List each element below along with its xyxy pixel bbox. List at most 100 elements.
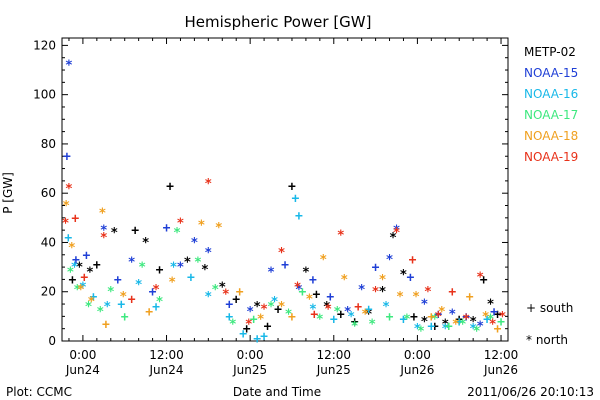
data-point: * — [361, 307, 369, 322]
data-point: + — [131, 224, 139, 239]
y-tick-label: 80 — [41, 137, 56, 151]
data-point: * — [246, 305, 254, 320]
data-point: * — [77, 283, 85, 298]
legend-item: NOAA-18 — [524, 129, 578, 143]
data-point: * — [245, 317, 253, 332]
data-point: + — [239, 327, 247, 342]
data-point: * — [170, 261, 178, 276]
data-point: + — [114, 273, 122, 288]
data-point: + — [149, 285, 157, 300]
data-point: + — [448, 285, 456, 300]
data-point: + — [490, 305, 498, 320]
data-point: * — [340, 273, 348, 288]
data-point: * — [107, 285, 115, 300]
data-point: + — [64, 231, 72, 246]
footer-timestamp: 2011/06/26 20:10:13 — [467, 385, 594, 399]
data-point: + — [152, 300, 160, 315]
data-point: + — [288, 310, 296, 325]
x-tick-time-label: 12:00 — [316, 348, 351, 362]
data-point: * — [309, 302, 317, 317]
data-point: * — [499, 310, 507, 325]
data-point: + — [337, 307, 345, 322]
series-noaa-15: +*+ +*+*++***+ ** +*++**+ **+*+ * +*+ — [63, 59, 498, 335]
data-point: * — [316, 312, 324, 327]
data-point: * — [66, 266, 74, 281]
scatter-points: +* * +* +*++* **++*+++*+* + + ****+ * + * + *+*++*+ +… — [62, 59, 507, 347]
data-point: + — [455, 315, 463, 330]
data-point: * — [62, 216, 70, 231]
data-point: * — [62, 199, 70, 214]
data-point: * — [487, 298, 495, 313]
data-point: * — [372, 285, 380, 300]
data-point: + — [434, 307, 442, 322]
data-point: * — [204, 177, 212, 192]
footer-credit: Plot: CCMC — [6, 385, 72, 399]
data-point: * — [462, 312, 470, 327]
data-point: * — [103, 300, 111, 315]
data-point: + — [410, 310, 418, 325]
data-point: + — [93, 258, 101, 273]
data-point: + — [431, 320, 439, 335]
y-tick-label: 60 — [41, 186, 56, 200]
data-point: * — [76, 261, 84, 276]
data-point: + — [386, 310, 394, 325]
data-point: * — [393, 226, 401, 241]
data-point: + — [400, 312, 408, 327]
data-point: + — [236, 285, 244, 300]
data-point: + — [264, 320, 272, 335]
data-point: * — [215, 221, 223, 236]
data-point: * — [295, 283, 303, 298]
data-point: * — [128, 256, 136, 271]
data-point: * — [393, 224, 401, 239]
y-axis: 0 20 40 60 80 100 120 — [33, 38, 508, 348]
legend-item: NOAA-16 — [524, 87, 578, 101]
legend-item: NOAA-17 — [524, 108, 578, 122]
data-point: * — [319, 253, 327, 268]
data-point: * — [65, 59, 73, 74]
data-point: + — [63, 150, 71, 165]
legend: METP-02 NOAA-15 NOAA-16 NOAA-17 NOAA-18 NOAA-… — [524, 45, 578, 164]
data-point: * — [344, 305, 352, 320]
data-point: * — [142, 236, 150, 251]
data-point: + — [156, 263, 164, 278]
data-point: + — [250, 312, 258, 327]
data-point: * — [382, 300, 390, 315]
data-point: * — [368, 317, 376, 332]
data-point: * — [452, 317, 460, 332]
data-point: + — [354, 300, 362, 315]
data-point: * — [85, 300, 93, 315]
data-point: * — [71, 261, 79, 276]
data-point: * — [204, 246, 212, 261]
data-point: * — [197, 219, 205, 234]
data-point: * — [403, 312, 411, 327]
data-point: * — [347, 310, 355, 325]
data-point: * — [218, 280, 226, 295]
data-point: * — [201, 263, 209, 278]
data-point: + — [409, 253, 417, 268]
data-point: * — [278, 300, 286, 315]
marker-legend-item: + south — [526, 301, 573, 315]
data-point: + — [480, 273, 488, 288]
data-point: * — [469, 315, 477, 330]
data-point: * — [135, 278, 143, 293]
data-point: * — [476, 320, 484, 335]
data-point: * — [337, 229, 345, 244]
data-point: * — [379, 285, 387, 300]
data-point: * — [100, 231, 108, 246]
data-point: * — [100, 224, 108, 239]
data-point: * — [358, 283, 366, 298]
data-point: * — [168, 275, 176, 290]
x-tick-time-label: 0:00 — [69, 348, 96, 362]
data-point: * — [434, 310, 442, 325]
series-noaa-18: *****+*+** *+**+****** *+ **+*+ — [62, 199, 501, 337]
marker-legend: + south * north — [526, 301, 573, 347]
series-metp-02: +* * +* +*++* **++*+++*+* + + ****+ * + * + *+*+ — [69, 179, 502, 337]
data-point: * — [305, 293, 313, 308]
data-point: + — [225, 298, 233, 313]
y-tick-label: 100 — [33, 88, 56, 102]
data-point: + — [427, 320, 435, 335]
data-point: * — [68, 241, 76, 256]
x-tick-date-label: Jun25 — [316, 363, 351, 377]
data-point: * — [400, 268, 408, 283]
data-point: + — [72, 253, 80, 268]
